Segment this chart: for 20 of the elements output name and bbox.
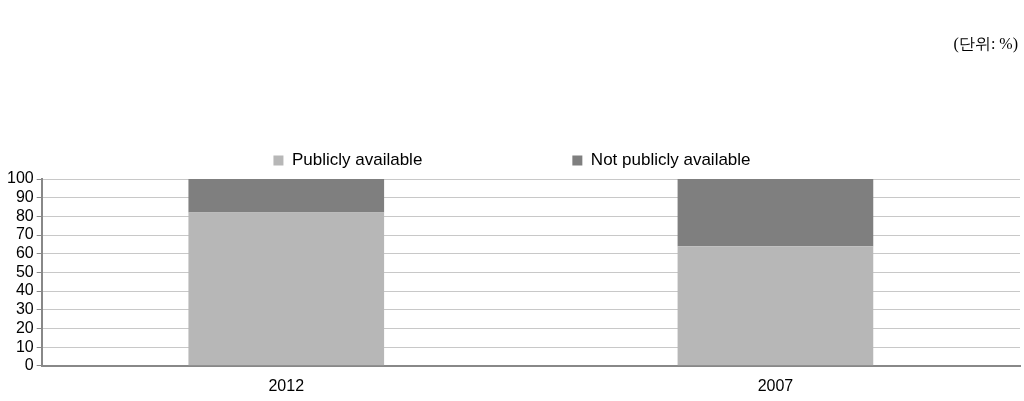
y-tick-label: 70 [15,225,34,243]
y-tick-label: 10 [15,337,34,355]
bar [188,212,385,366]
bar [677,246,874,366]
y-tick-label: 50 [15,262,34,280]
x-tick-label: 2012 [268,376,305,394]
bar [188,179,385,213]
y-tick-label: 60 [15,244,34,262]
y-tick-label: 80 [15,206,34,224]
y-tick-label: 90 [15,188,34,206]
y-tick-label: 30 [15,300,34,318]
text: (단위: %) [953,34,1018,55]
y-tick-label: 0 [24,356,34,374]
legend-label: Publicly available [291,150,423,170]
x-tick-label: 2007 [757,376,794,394]
y-tick-label: 20 [15,318,34,336]
legend-label: Not publicly available [590,150,751,170]
bar [677,179,874,247]
y-tick-label: 40 [15,281,34,299]
y-tick-label: 100 [6,169,34,187]
